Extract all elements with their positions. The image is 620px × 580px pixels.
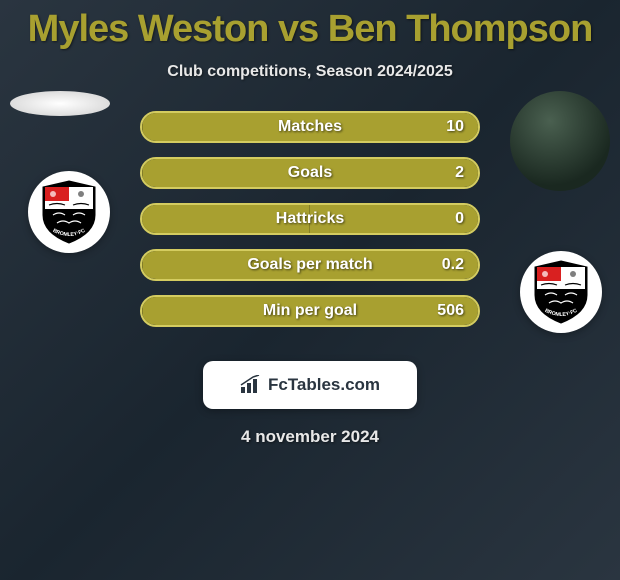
stat-bar: Goals 2 — [140, 157, 480, 189]
stat-bar: Goals per match 0.2 — [140, 249, 480, 281]
stats-area: BROMLEY·FC BROMLEY·FC Matches 10 Goals 2 Hat… — [0, 111, 620, 351]
subtitle: Club competitions, Season 2024/2025 — [0, 63, 620, 81]
stat-bar-label: Goals per match — [247, 256, 372, 274]
player1-name: Myles Weston — [28, 8, 269, 50]
brand-text: FcTables.com — [268, 375, 380, 395]
stat-bar: Min per goal 506 — [140, 295, 480, 327]
stat-bar-label: Matches — [278, 118, 342, 136]
brand-box: FcTables.com — [203, 361, 417, 409]
player1-avatar — [10, 91, 110, 116]
stat-bar: Hattricks 0 — [140, 203, 480, 235]
stat-bar: Matches 10 — [140, 111, 480, 143]
player2-name: Ben Thompson — [328, 8, 593, 50]
vs-text: vs — [278, 8, 318, 50]
player1-club-badge: BROMLEY·FC — [28, 171, 110, 253]
player2-club-badge: BROMLEY·FC — [520, 251, 602, 333]
brand-chart-icon — [240, 375, 262, 395]
club-shield-icon: BROMLEY·FC — [39, 179, 99, 245]
player2-avatar — [510, 91, 610, 191]
stat-bar-value-right: 2 — [455, 164, 464, 182]
stat-bars: Matches 10 Goals 2 Hattricks 0 Goals per match… — [140, 111, 480, 341]
date-text: 4 november 2024 — [0, 427, 620, 447]
page-title: Myles Weston vs Ben Thompson — [0, 0, 620, 51]
stat-bar-value-right: 506 — [437, 302, 464, 320]
stat-bar-label: Goals — [288, 164, 332, 182]
stat-bar-value-right: 0.2 — [442, 256, 464, 274]
stat-bar-value-right: 10 — [446, 118, 464, 136]
stat-bar-label: Hattricks — [276, 210, 344, 228]
club-shield-icon: BROMLEY·FC — [531, 259, 591, 325]
stat-bar-value-right: 0 — [455, 210, 464, 228]
stat-bar-label: Min per goal — [263, 302, 357, 320]
